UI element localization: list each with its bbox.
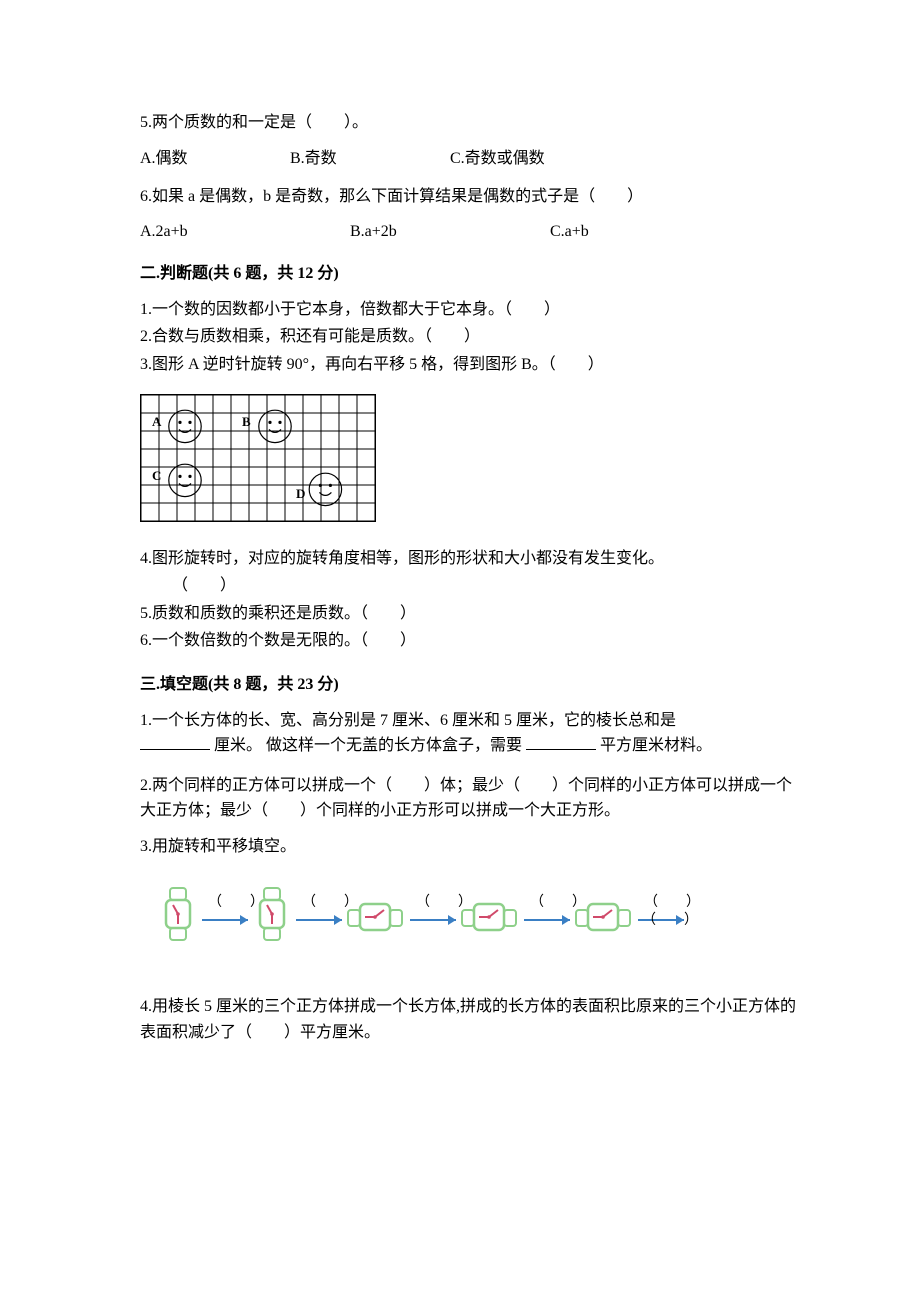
svg-text:C: C [152, 468, 161, 483]
f1-blank2 [526, 733, 596, 750]
q6-text: 6.如果 a 是偶数，b 是奇数，那么下面计算结果是偶数的式子是（ ） [140, 184, 800, 210]
svg-text:A: A [152, 414, 162, 429]
q5-opt-c: C.奇数或偶数 [450, 146, 545, 172]
q6-opt-a: A.2a+b [140, 219, 188, 245]
f1: 1.一个长方体的长、宽、高分别是 7 厘米、6 厘米和 5 厘米，它的棱长总和是… [140, 708, 800, 759]
section3-title: 三.填空题(共 8 题，共 23 分) [140, 672, 800, 698]
watches-figure: （ ） （ ） （ ） （ ） （ ） （ ） [140, 878, 800, 967]
j6: 6.一个数倍数的个数是无限的。（ ） [140, 628, 800, 654]
f4: 4.用棱长 5 厘米的三个正方体拼成一个长方体,拼成的长方体的表面积比原来的三个… [140, 994, 800, 1045]
q6-opt-b: B.a+2b [350, 219, 397, 245]
svg-text:（ ）: （ ） [208, 894, 264, 910]
svg-text:（ ）: （ ） [416, 894, 472, 910]
j4-line2: （ ） [140, 573, 800, 599]
f1-a: 1.一个长方体的长、宽、高分别是 7 厘米、6 厘米和 5 厘米，它的棱长总和是 [140, 712, 676, 729]
q6-options: A.2a+b B.a+2b C.a+b [140, 219, 800, 243]
j1: 1.一个数的因数都小于它本身，倍数都大于它本身。（ ） [140, 297, 800, 323]
svg-text:（ ）: （ ） [644, 894, 700, 910]
q5-opt-a: A.偶数 [140, 146, 188, 172]
f3: 3.用旋转和平移填空。 [140, 834, 800, 860]
q5-options: A.偶数 B.奇数 C.奇数或偶数 [140, 146, 800, 170]
j4-line1: 4.图形旋转时，对应的旋转角度相等，图形的形状和大小都没有发生变化。 [140, 546, 800, 572]
f1-c: 平方厘米材料。 [600, 737, 712, 754]
section2-title: 二.判断题(共 6 题，共 12 分) [140, 261, 800, 287]
f1-blank1 [140, 733, 210, 750]
svg-text:D: D [296, 486, 305, 501]
svg-text:（ ）: （ ） [302, 894, 358, 910]
svg-text:B: B [242, 414, 251, 429]
j5: 5.质数和质数的乘积还是质数。（ ） [140, 601, 800, 627]
f2: 2.两个同样的正方体可以拼成一个（ ）体；最少（ ）个同样的小正方体可以拼成一个… [140, 773, 800, 824]
svg-text:（ ）: （ ） [530, 894, 586, 910]
q5-opt-b: B.奇数 [290, 146, 337, 172]
q5-text: 5.两个质数的和一定是（ ）。 [140, 110, 800, 136]
svg-text:（ ）: （ ） [642, 912, 698, 928]
grid-figure: A B C D [140, 394, 800, 522]
j2: 2.合数与质数相乘，积还有可能是质数。（ ） [140, 324, 800, 350]
j3: 3.图形 A 逆时针旋转 90°，再向右平移 5 格，得到图形 B。（ ） [140, 352, 800, 378]
q6-opt-c: C.a+b [550, 219, 589, 245]
f1-b: 厘米。 做这样一个无盖的长方体盒子，需要 [214, 737, 522, 754]
